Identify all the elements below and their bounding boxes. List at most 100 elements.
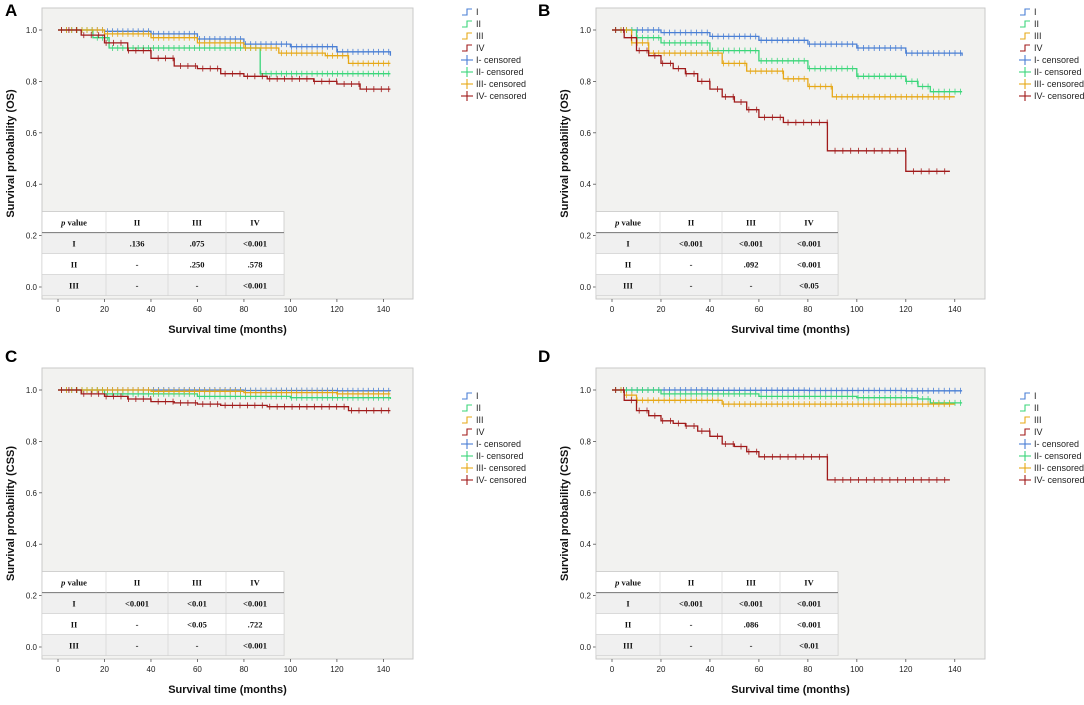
x-tick-label: 60 <box>193 305 202 314</box>
table-cell: III <box>623 281 634 291</box>
table-header-value-word: value <box>65 578 87 588</box>
legend-label: II- censored <box>1034 67 1082 77</box>
x-tick-label: 60 <box>754 665 763 674</box>
x-tick-label: 80 <box>803 305 812 314</box>
legend-step-symbol <box>1020 20 1030 28</box>
x-axis-title: Survival time (months) <box>168 684 287 696</box>
table-cell: - <box>196 281 199 291</box>
legend-label: I <box>476 391 479 401</box>
y-tick-label: 0.0 <box>580 643 592 652</box>
legend-label: III- censored <box>476 463 526 473</box>
panel-letter: A <box>5 1 17 20</box>
series-iv-censor-marks <box>61 27 390 93</box>
legend-label: III- censored <box>1034 79 1084 89</box>
series-i-curve <box>612 389 963 392</box>
legend-step-symbol <box>1020 32 1030 40</box>
legend-step-symbol <box>1020 404 1030 412</box>
table-header-cell: III <box>192 578 203 588</box>
table-header-cell: IV <box>804 578 814 588</box>
table-cell: <0.001 <box>797 620 821 630</box>
legend-label: III <box>476 415 484 425</box>
table-cell: I <box>626 599 630 609</box>
table-cell: <0.001 <box>243 239 267 249</box>
series-iii-censor-marks <box>615 27 951 100</box>
legend-label: III <box>1034 415 1042 425</box>
table-header-cell: II <box>688 578 695 588</box>
x-tick-label: 140 <box>377 305 391 314</box>
x-tick-label: 100 <box>850 305 864 314</box>
table-cell: III <box>69 641 80 651</box>
y-tick-label: 0.6 <box>26 129 38 138</box>
table-cell: - <box>750 641 753 651</box>
table-cell: <0.05 <box>187 620 207 630</box>
table-cell: - <box>690 641 693 651</box>
series-iii-censor-marks <box>61 387 390 397</box>
panel-b: B 0.0 0.2 0.4 0.6 0.8 1.0 0 20 40 60 80 100 120 140 Sur… <box>538 1 1084 336</box>
x-axis-title: Survival time (months) <box>731 324 850 336</box>
legend-label: I <box>1034 7 1037 17</box>
table-cell: - <box>136 641 139 651</box>
y-axis-title: Survival probability (OS) <box>5 89 17 218</box>
table-cell: <0.001 <box>739 599 763 609</box>
legend-label: I <box>1034 391 1037 401</box>
y-tick-label: 0.6 <box>580 129 592 138</box>
x-tick-label: 20 <box>100 665 109 674</box>
y-tick-label: 1.0 <box>26 26 38 35</box>
table-cell: - <box>690 281 693 291</box>
legend-step-symbol <box>462 32 472 40</box>
table-cell: <0.001 <box>797 260 821 270</box>
series-iv-censor-marks <box>615 387 946 483</box>
table-cell: <0.001 <box>125 599 149 609</box>
legend-step-symbol <box>1020 8 1030 16</box>
series-iii-curve <box>58 389 391 395</box>
table-cell: I <box>72 239 76 249</box>
y-tick-label: 0.4 <box>26 180 38 189</box>
table-row-band <box>41 634 285 656</box>
y-tick-label: 0.2 <box>26 232 38 241</box>
table-cell: - <box>136 260 139 270</box>
legend-step-symbol <box>462 416 472 424</box>
x-tick-label: 0 <box>610 305 615 314</box>
y-tick-label: 0.4 <box>26 540 38 549</box>
table-cell: <0.001 <box>243 599 267 609</box>
legend-label: I- censored <box>476 55 521 65</box>
table-cell: .136 <box>130 239 145 249</box>
legend-step-symbol <box>1020 44 1030 52</box>
series-ii-curve <box>612 389 963 404</box>
table-cell: <0.001 <box>797 599 821 609</box>
table-header-p: p <box>614 218 619 228</box>
table-cell: - <box>690 620 693 630</box>
series-ii-curve <box>58 389 392 399</box>
y-tick-label: 0.0 <box>26 643 38 652</box>
legend-label: II <box>476 19 481 29</box>
y-tick-label: 1.0 <box>26 386 38 395</box>
table-cell: - <box>136 620 139 630</box>
x-tick-label: 40 <box>705 665 714 674</box>
y-tick-label: 0.6 <box>26 489 38 498</box>
x-tick-label: 120 <box>330 665 344 674</box>
table-header-cell: IV <box>250 578 260 588</box>
legend-label: I <box>476 7 479 17</box>
y-axis-title: Survival probability (OS) <box>559 89 571 218</box>
legend-step-symbol <box>1020 392 1030 400</box>
series-i-curve <box>58 29 392 56</box>
legend-label: IV <box>476 43 485 53</box>
legend-label: III <box>1034 31 1042 41</box>
y-tick-label: 0.8 <box>26 77 38 86</box>
x-tick-label: 100 <box>284 665 298 674</box>
series-iv-censor-marks <box>61 387 390 414</box>
table-cell: .092 <box>744 260 759 270</box>
panel-a: A 0.0 0.2 0.4 0.6 0.8 1.0 0 20 40 60 80 100 120 140 Sur… <box>5 1 527 336</box>
table-header-value-word: value <box>619 578 641 588</box>
panel-letter: B <box>538 1 550 20</box>
table-row-band <box>41 274 285 296</box>
table-header-cell: III <box>746 218 757 228</box>
table-header-cell: p value <box>614 218 641 228</box>
panel-d: D 0.0 0.2 0.4 0.6 0.8 1.0 0 20 40 60 80 100 120 140 Sur… <box>538 347 1084 696</box>
table-cell: III <box>69 281 80 291</box>
